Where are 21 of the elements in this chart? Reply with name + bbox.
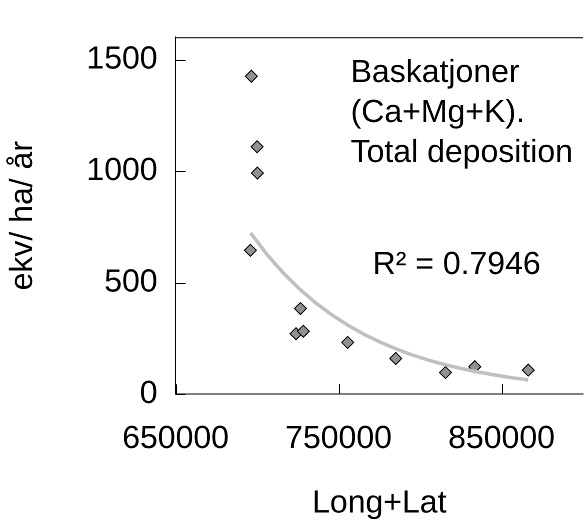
y-tick-label: 1000: [86, 150, 158, 187]
point: [522, 364, 535, 377]
x-tick-label: 850000: [448, 419, 555, 456]
y-axis-title: ekv/ ha/ år: [3, 140, 40, 290]
y-tick-label: 500: [104, 262, 158, 298]
point: [389, 352, 402, 365]
point: [244, 70, 258, 83]
point: [341, 336, 354, 349]
point: [296, 324, 310, 338]
annotation: R² = 0.7946: [372, 245, 541, 282]
point: [294, 302, 307, 316]
y-tick-label: 0: [140, 374, 158, 410]
x-tick-label: 650000: [122, 419, 229, 456]
point: [250, 166, 264, 180]
point: [250, 140, 264, 154]
point: [438, 366, 452, 380]
annotation: Baskatjoner (Ca+Mg+K). Total deposition: [350, 53, 573, 170]
y-tick-label: 1500: [86, 39, 158, 76]
x-tick-label: 750000: [285, 419, 392, 456]
x-axis-title: Long+Lat: [312, 484, 447, 520]
point: [244, 244, 257, 257]
